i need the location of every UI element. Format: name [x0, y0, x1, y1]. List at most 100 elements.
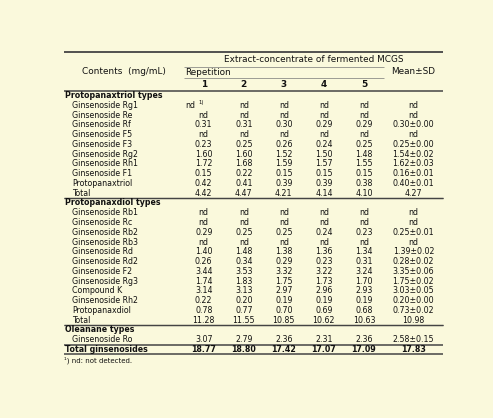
Text: nd: nd — [279, 130, 289, 139]
Text: Oleanane types: Oleanane types — [66, 325, 135, 334]
Text: 1.48: 1.48 — [235, 247, 252, 256]
Text: nd: nd — [319, 111, 329, 120]
Text: 0.24: 0.24 — [315, 140, 333, 149]
Text: nd: nd — [359, 218, 369, 227]
Text: 0.20: 0.20 — [235, 296, 252, 305]
Text: 0.42: 0.42 — [195, 179, 212, 188]
Text: 1.52: 1.52 — [275, 150, 292, 159]
Text: 3.44: 3.44 — [195, 267, 212, 276]
Text: 0.39: 0.39 — [275, 179, 292, 188]
Text: 17.83: 17.83 — [401, 345, 426, 354]
Text: nd: nd — [279, 237, 289, 247]
Text: nd: nd — [239, 130, 249, 139]
Text: 0.39: 0.39 — [315, 179, 333, 188]
Text: nd: nd — [319, 130, 329, 139]
Text: nd: nd — [279, 218, 289, 227]
Text: 5: 5 — [361, 80, 367, 89]
Text: 4.27: 4.27 — [405, 189, 422, 198]
Text: nd: nd — [199, 237, 209, 247]
Text: Ginsenoside Rb2: Ginsenoside Rb2 — [72, 228, 138, 237]
Text: 1.83: 1.83 — [235, 277, 252, 285]
Text: 0.73±0.02: 0.73±0.02 — [392, 306, 434, 315]
Text: Protopanaxdiol: Protopanaxdiol — [72, 306, 131, 315]
Text: 0.24: 0.24 — [315, 228, 333, 237]
Text: Ginsenoside F3: Ginsenoside F3 — [72, 140, 132, 149]
Text: 0.29: 0.29 — [275, 257, 292, 266]
Text: 0.25: 0.25 — [275, 228, 292, 237]
Text: 0.19: 0.19 — [315, 296, 333, 305]
Text: 0.41: 0.41 — [235, 179, 252, 188]
Text: 0.15: 0.15 — [195, 169, 212, 178]
Text: Extract-concentrate of fermented MCGS: Extract-concentrate of fermented MCGS — [223, 55, 403, 64]
Text: Total ginsenosides: Total ginsenosides — [66, 345, 148, 354]
Text: nd: nd — [359, 101, 369, 110]
Text: Ginsenoside Rg1: Ginsenoside Rg1 — [72, 101, 138, 110]
Text: 3.24: 3.24 — [355, 267, 373, 276]
Text: 0.38: 0.38 — [355, 179, 373, 188]
Text: 0.26: 0.26 — [275, 140, 292, 149]
Text: 0.30: 0.30 — [275, 120, 292, 130]
Text: Protopanaxtriol types: Protopanaxtriol types — [66, 91, 163, 100]
Text: nd: nd — [239, 101, 249, 110]
Text: Ginsenoside Rg3: Ginsenoside Rg3 — [72, 277, 138, 285]
Text: nd: nd — [199, 111, 209, 120]
Text: 0.31: 0.31 — [235, 120, 252, 130]
Text: 0.15: 0.15 — [355, 169, 373, 178]
Text: nd: nd — [319, 237, 329, 247]
Text: nd: nd — [359, 208, 369, 217]
Text: 1.34: 1.34 — [355, 247, 373, 256]
Text: 10.85: 10.85 — [273, 316, 295, 325]
Text: nd: nd — [408, 218, 419, 227]
Text: nd: nd — [359, 237, 369, 247]
Text: Ginsenoside Ro: Ginsenoside Ro — [72, 335, 132, 344]
Text: Protopanaxtriol: Protopanaxtriol — [72, 179, 132, 188]
Text: Ginsenoside Rg2: Ginsenoside Rg2 — [72, 150, 138, 159]
Text: 10.98: 10.98 — [402, 316, 424, 325]
Text: Mean±SD: Mean±SD — [391, 67, 435, 76]
Text: 2.36: 2.36 — [275, 335, 292, 344]
Text: Ginsenoside Rb1: Ginsenoside Rb1 — [72, 208, 138, 217]
Text: 0.25: 0.25 — [235, 140, 252, 149]
Text: 3: 3 — [281, 80, 287, 89]
Text: 0.23: 0.23 — [355, 228, 373, 237]
Text: 0.25: 0.25 — [235, 228, 252, 237]
Text: nd: nd — [239, 208, 249, 217]
Text: 0.77: 0.77 — [235, 306, 252, 315]
Text: 3.07: 3.07 — [195, 335, 212, 344]
Text: 0.78: 0.78 — [195, 306, 212, 315]
Text: 0.69: 0.69 — [315, 306, 333, 315]
Text: nd: nd — [279, 101, 289, 110]
Text: 1.59: 1.59 — [275, 159, 292, 168]
Text: 0.40±0.01: 0.40±0.01 — [392, 179, 434, 188]
Text: nd: nd — [239, 218, 249, 227]
Text: 2.96: 2.96 — [315, 286, 333, 296]
Text: nd: nd — [359, 130, 369, 139]
Text: 1.50: 1.50 — [315, 150, 333, 159]
Text: 2.93: 2.93 — [355, 286, 373, 296]
Text: nd: nd — [408, 101, 419, 110]
Text: nd: nd — [279, 208, 289, 217]
Text: 0.34: 0.34 — [235, 257, 252, 266]
Text: 1.75±0.02: 1.75±0.02 — [392, 277, 434, 285]
Text: Ginsenoside Rh1: Ginsenoside Rh1 — [72, 159, 138, 168]
Text: ¹) nd: not detected.: ¹) nd: not detected. — [64, 356, 132, 364]
Text: 2.31: 2.31 — [315, 335, 333, 344]
Text: 3.22: 3.22 — [315, 267, 333, 276]
Text: 1.68: 1.68 — [235, 159, 252, 168]
Text: 3.14: 3.14 — [195, 286, 212, 296]
Text: 0.25±0.00: 0.25±0.00 — [392, 140, 434, 149]
Text: nd: nd — [408, 130, 419, 139]
Text: 0.16±0.01: 0.16±0.01 — [392, 169, 434, 178]
Text: 0.70: 0.70 — [275, 306, 292, 315]
Text: nd: nd — [408, 208, 419, 217]
Text: nd: nd — [319, 208, 329, 217]
Text: 2.79: 2.79 — [235, 335, 252, 344]
Text: Ginsenoside F1: Ginsenoside F1 — [72, 169, 132, 178]
Text: Ginsenoside Rf: Ginsenoside Rf — [72, 120, 131, 130]
Text: 0.25±0.01: 0.25±0.01 — [392, 228, 434, 237]
Text: 10.62: 10.62 — [313, 316, 335, 325]
Text: 1.70: 1.70 — [355, 277, 373, 285]
Text: 17.42: 17.42 — [272, 345, 296, 354]
Text: 1.54±0.02: 1.54±0.02 — [392, 150, 434, 159]
Text: Ginsenoside F2: Ginsenoside F2 — [72, 267, 132, 276]
